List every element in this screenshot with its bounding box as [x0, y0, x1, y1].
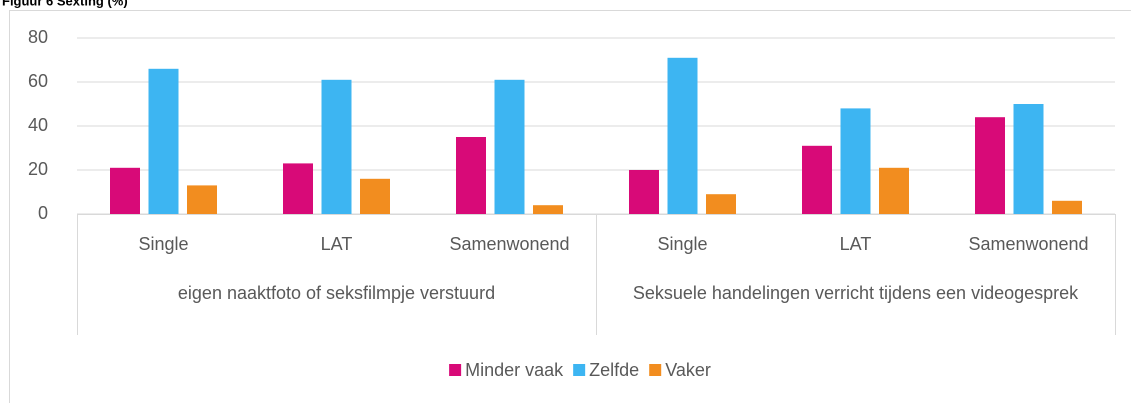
bar	[667, 57, 698, 214]
bar	[1052, 200, 1082, 214]
bar	[706, 194, 736, 214]
bar	[1013, 104, 1044, 214]
y-tick-label: 0	[38, 203, 48, 223]
x-tick-label: LAT	[840, 234, 872, 254]
x-tick-label: Samenwonend	[449, 234, 569, 254]
legend-swatch	[649, 364, 662, 376]
legend-label: Vaker	[665, 360, 711, 380]
y-tick-label: 40	[28, 115, 48, 135]
x-tick-label: Single	[657, 234, 707, 254]
bar	[110, 167, 140, 214]
x-tick-label: Samenwonend	[968, 234, 1088, 254]
legend-swatch	[449, 364, 462, 376]
legend-label: Minder vaak	[465, 360, 564, 380]
legend-swatch	[573, 364, 586, 376]
bar	[533, 205, 563, 214]
bar	[360, 178, 390, 214]
bar	[456, 137, 486, 214]
bar	[840, 108, 871, 214]
bar	[802, 145, 832, 214]
bar	[629, 170, 659, 214]
chart-title: Figuur 6 Sexting (%)	[2, 0, 128, 8]
bar	[148, 68, 179, 214]
group-label: eigen naaktfoto of seksfilmpje verstuurd	[178, 283, 495, 303]
bar	[975, 117, 1005, 214]
x-tick-label: LAT	[321, 234, 353, 254]
bar	[283, 163, 313, 214]
y-tick-label: 60	[28, 71, 48, 91]
bar	[187, 185, 217, 214]
y-tick-label: 20	[28, 159, 48, 179]
y-tick-label: 80	[28, 27, 48, 47]
bar	[494, 79, 525, 214]
x-tick-label: Single	[138, 234, 188, 254]
bar	[321, 79, 352, 214]
legend-label: Zelfde	[589, 360, 639, 380]
group-label: Seksuele handelingen verricht tijdens ee…	[633, 283, 1079, 303]
bar	[879, 167, 909, 214]
